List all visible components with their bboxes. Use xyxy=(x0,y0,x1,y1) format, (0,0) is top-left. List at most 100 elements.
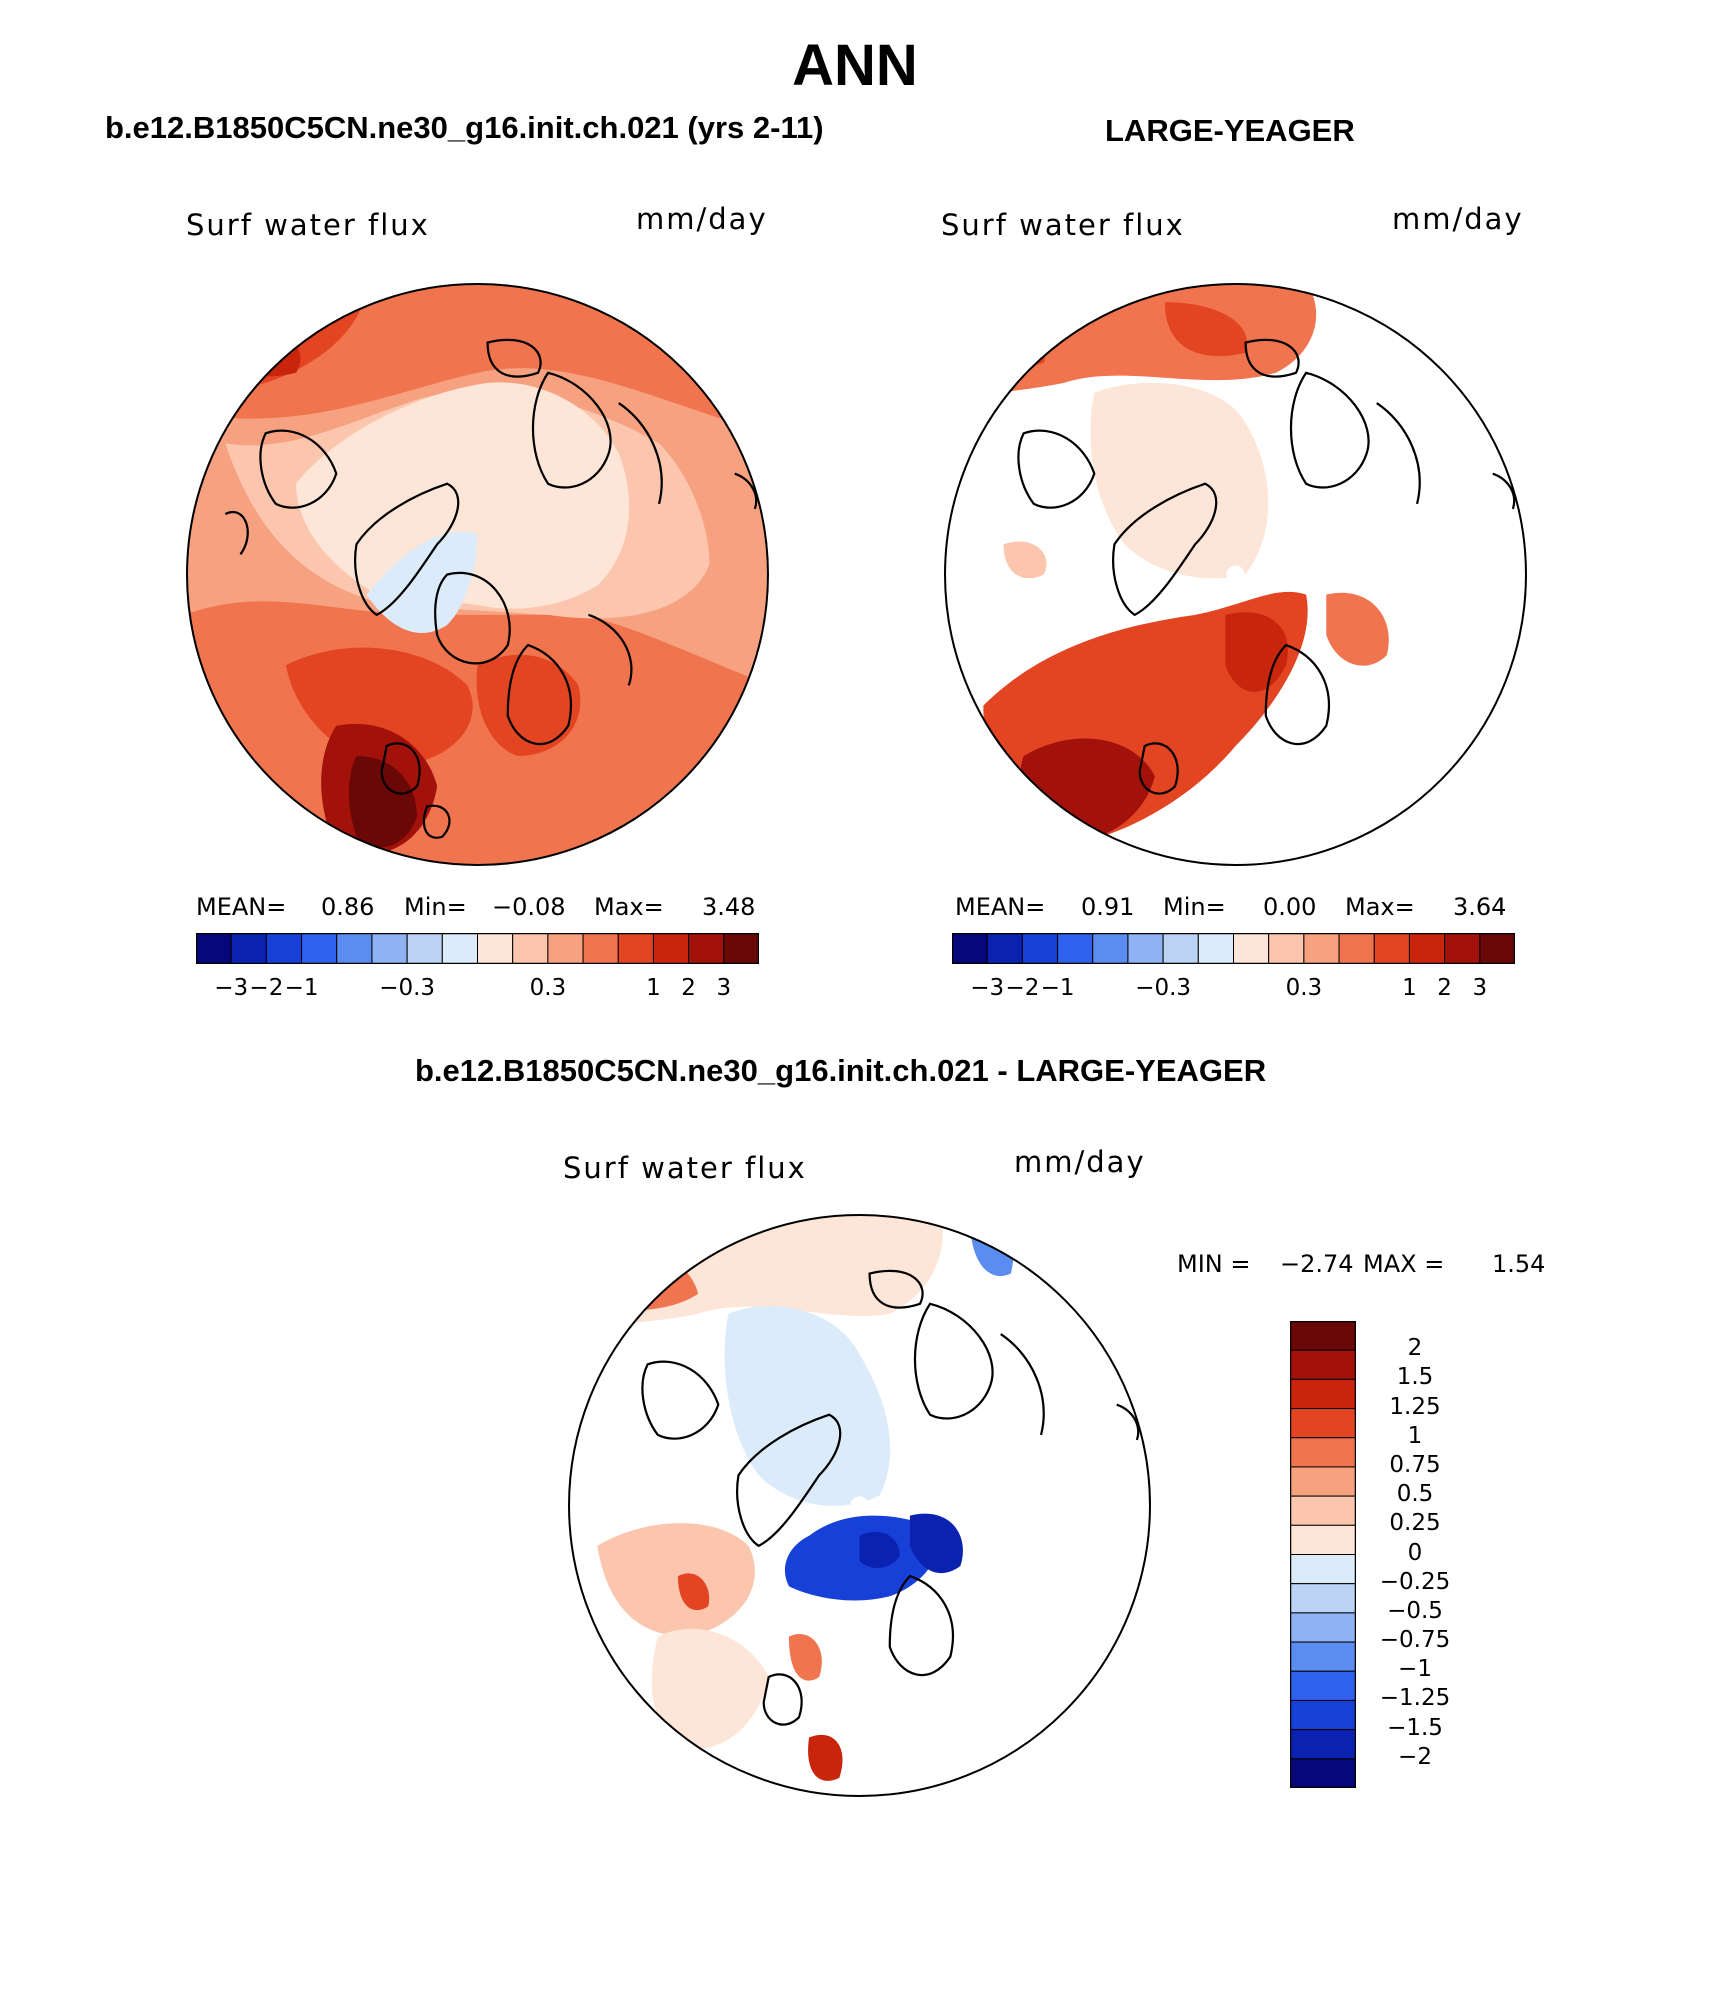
panel1-polar-map xyxy=(185,282,770,867)
colorbar-swatch xyxy=(1289,1699,1357,1731)
colorbar-tick-label: −0.5 xyxy=(1387,1597,1443,1624)
colorbar-outline xyxy=(1289,1320,1357,1789)
colorbar-tick-label: −1 xyxy=(1040,975,1075,1001)
colorbar-tick-label: 0.5 xyxy=(1396,1481,1434,1508)
colorbar-tick-label: −2 xyxy=(249,975,284,1001)
colorbar-tick-label: 0.3 xyxy=(529,975,567,1001)
colorbar-tick-label: 3 xyxy=(716,975,732,1001)
difference-colorbar-ticks: 2 1.5 1.25 1 0.75 0.5 0.25 0 −0.25 −0.5 −0.75 −1 −1.… xyxy=(1360,1321,1480,1788)
colorbar-swatch xyxy=(1289,1670,1357,1701)
colorbar-tick-label: −3 xyxy=(970,975,1005,1001)
colorbar-swatch xyxy=(1289,1320,1357,1351)
colorbar-swatch xyxy=(951,932,988,965)
colorbar-swatch xyxy=(1479,932,1516,965)
colorbar-tick-label: −0.3 xyxy=(379,975,436,1001)
colorbar-swatch xyxy=(441,932,478,965)
colorbar-swatch xyxy=(336,932,373,965)
colorbar-tick-label: 1.25 xyxy=(1389,1393,1441,1420)
colorbar-swatch xyxy=(1289,1378,1357,1410)
panel3-units-label: mm/day xyxy=(1014,1145,1146,1179)
colorbar-swatch xyxy=(688,932,725,965)
colorbar-tick-label: −1 xyxy=(284,975,319,1001)
panel2-colorbar xyxy=(951,932,1516,965)
colorbar-swatch xyxy=(1303,932,1340,965)
colorbar-outline xyxy=(195,932,760,965)
colorbar-swatch xyxy=(265,932,303,965)
panel2-min-value: 0.00 xyxy=(1263,893,1317,921)
colorbar-tick-label: 0.25 xyxy=(1389,1510,1441,1537)
panel1-colorbar xyxy=(195,932,760,965)
panel3-variable-label: Surf water flux xyxy=(563,1151,807,1185)
colorbar-swatch xyxy=(301,932,338,965)
colorbar-swatch xyxy=(1057,932,1094,965)
colorbar-swatch xyxy=(652,932,690,965)
colorbar-swatch xyxy=(1127,932,1164,965)
colorbar-tick-label: 0 xyxy=(1407,1539,1423,1566)
colorbar-swatch xyxy=(1092,932,1129,965)
colorbar-tick-label: −2 xyxy=(1005,975,1040,1001)
colorbar-tick-label: 0.3 xyxy=(1285,975,1323,1001)
panel1-mean-label: MEAN= xyxy=(196,893,287,921)
colorbar-swatch xyxy=(582,932,619,965)
colorbar-swatch xyxy=(1289,1437,1357,1468)
panel2-max-value: 3.64 xyxy=(1453,893,1507,921)
colorbar-swatch xyxy=(371,932,408,965)
panel2-colorbar-ticks: −3 −2 −1 −0.3 0.3 1 2 3 xyxy=(952,975,1515,1005)
colorbar-swatch xyxy=(1289,1466,1357,1497)
colorbar-swatch xyxy=(230,932,267,965)
colorbar-swatch xyxy=(1373,932,1410,965)
colorbar-swatch xyxy=(1021,932,1059,965)
colorbar-tick-label: 3 xyxy=(1472,975,1488,1001)
colorbar-tick-label: −2 xyxy=(1398,1743,1432,1770)
colorbar-swatch xyxy=(547,932,584,965)
panel2-variable-label: Surf water flux xyxy=(941,208,1185,242)
colorbar-tick-label: 2 xyxy=(681,975,696,1001)
panel1-units-label: mm/day xyxy=(636,202,768,236)
colorbar-swatch xyxy=(1162,932,1199,965)
colorbar-swatch xyxy=(1233,932,1270,965)
colorbar-tick-label: 2 xyxy=(1407,1335,1423,1362)
colorbar-swatch xyxy=(477,932,514,965)
colorbar-swatch xyxy=(723,932,760,965)
colorbar-swatch xyxy=(195,932,232,965)
right-panel-header: LARGE-YEAGER xyxy=(1105,113,1355,148)
panel2-polar-map xyxy=(943,282,1528,867)
colorbar-tick-label: −0.3 xyxy=(1135,975,1192,1001)
panel2-max-label: Max= xyxy=(1345,893,1415,921)
panel1-mean-value: 0.86 xyxy=(321,893,375,921)
colorbar-tick-label: 1 xyxy=(1402,975,1417,1001)
colorbar-swatch xyxy=(1197,932,1234,965)
colorbar-swatch xyxy=(1289,1583,1357,1614)
colorbar-swatch xyxy=(617,932,654,965)
panel3-min-value: −2.74 xyxy=(1280,1250,1354,1278)
colorbar-swatch xyxy=(1289,1612,1357,1643)
colorbar-swatch xyxy=(1408,932,1446,965)
difference-panel-header: b.e12.B1850C5CN.ne30_g16.init.ch.021 - L… xyxy=(415,1053,1267,1088)
panel2-mean-value: 0.91 xyxy=(1081,893,1135,921)
panel1-colorbar-ticks: −3 −2 −1 −0.3 0.3 1 2 3 xyxy=(196,975,759,1005)
colorbar-swatch xyxy=(1289,1524,1357,1555)
panel1-min-value: −0.08 xyxy=(492,893,566,921)
colorbar-swatch xyxy=(1289,1641,1357,1672)
colorbar-tick-label: 1 xyxy=(646,975,661,1001)
colorbar-tick-label: 2 xyxy=(1437,975,1452,1001)
panel2-units-label: mm/day xyxy=(1392,202,1524,236)
colorbar-swatch xyxy=(986,932,1023,965)
panel2-mean-label: MEAN= xyxy=(955,893,1046,921)
left-panel-header: b.e12.B1850C5CN.ne30_g16.init.ch.021 (yr… xyxy=(105,110,824,145)
colorbar-tick-label: 1 xyxy=(1407,1422,1423,1449)
colorbar-swatch xyxy=(1289,1349,1357,1380)
colorbar-tick-label: −1 xyxy=(1398,1656,1432,1683)
panel1-max-label: Max= xyxy=(594,893,664,921)
panel1-variable-label: Surf water flux xyxy=(186,208,430,242)
colorbar-swatch xyxy=(1289,1408,1357,1439)
colorbar-swatch xyxy=(1289,1729,1357,1760)
colorbar-tick-label: −1.25 xyxy=(1379,1685,1451,1712)
colorbar-tick-label: −3 xyxy=(214,975,249,1001)
colorbar-swatch xyxy=(1338,932,1375,965)
panel1-min-label: Min= xyxy=(404,893,467,921)
colorbar-swatch xyxy=(1444,932,1481,965)
page-title: ANN xyxy=(792,33,918,98)
colorbar-outline xyxy=(951,932,1516,965)
panel3-min-label: MIN = xyxy=(1177,1250,1251,1278)
